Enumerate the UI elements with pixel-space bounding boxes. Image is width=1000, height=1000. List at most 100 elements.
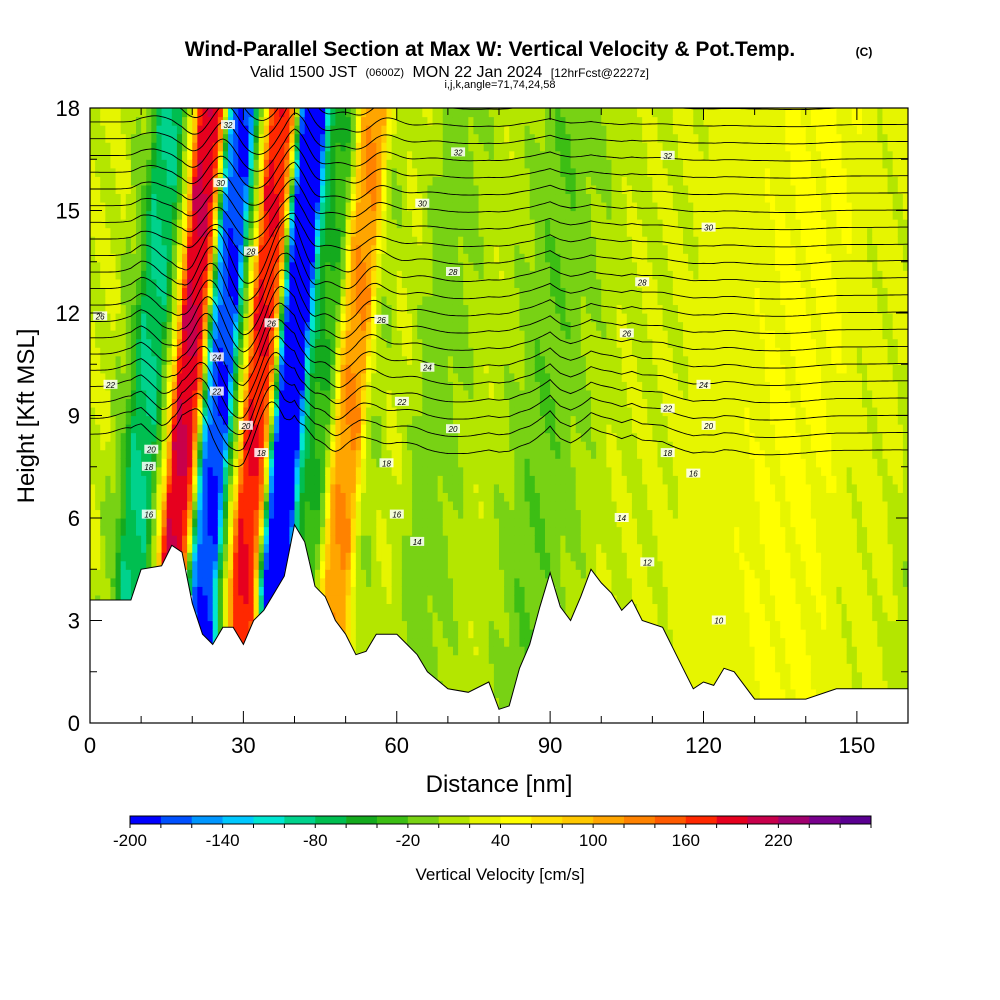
velocity-cell — [504, 577, 510, 587]
velocity-cell — [488, 167, 495, 177]
velocity-cell — [243, 184, 250, 195]
velocity-cell — [437, 415, 444, 425]
velocity-cell — [401, 219, 408, 229]
velocity-cell — [381, 125, 388, 135]
velocity-cell — [452, 236, 459, 246]
velocity-cell — [386, 253, 393, 263]
velocity-cell — [202, 381, 209, 391]
velocity-cell — [355, 483, 362, 493]
velocity-cell — [253, 159, 260, 169]
velocity-cell — [350, 338, 357, 348]
velocity-cell — [504, 483, 510, 493]
velocity-cell — [386, 116, 393, 126]
velocity-cell — [115, 372, 122, 382]
velocity-cell — [182, 492, 188, 502]
velocity-cell — [212, 133, 219, 143]
velocity-cell — [493, 159, 500, 169]
velocity-cell — [355, 201, 362, 212]
velocity-cell — [248, 236, 255, 246]
velocity-cell — [233, 150, 239, 160]
velocity-cell — [345, 483, 352, 493]
velocity-cell — [192, 236, 198, 246]
velocity-cell — [401, 577, 408, 587]
velocity-cell — [427, 586, 434, 596]
velocity-cell — [468, 159, 475, 169]
velocity-cell — [120, 518, 127, 528]
velocity-cell — [386, 236, 393, 246]
velocity-cell — [294, 338, 301, 348]
velocity-cell — [391, 210, 398, 220]
velocity-cell — [299, 372, 306, 382]
velocity-cell — [141, 270, 147, 280]
velocity-cell — [381, 108, 388, 118]
velocity-cell — [473, 321, 480, 331]
velocity-cell — [458, 637, 464, 647]
velocity-cell — [166, 330, 173, 340]
velocity-cell — [100, 594, 106, 605]
velocity-cell — [202, 398, 209, 408]
velocity-cell — [207, 347, 214, 357]
velocity-cell — [396, 338, 403, 348]
velocity-cell — [202, 629, 209, 639]
velocity-cell — [166, 167, 173, 177]
velocity-cell — [110, 142, 117, 152]
velocity-cell — [320, 227, 326, 237]
velocity-cell — [396, 193, 403, 203]
velocity-cell — [294, 518, 301, 528]
velocity-cell — [268, 313, 275, 323]
velocity-cell — [238, 518, 244, 528]
velocity-cell — [176, 500, 183, 511]
velocity-cell — [325, 577, 331, 587]
velocity-cell — [95, 458, 101, 468]
velocity-cell — [473, 372, 480, 382]
velocity-cell — [458, 287, 464, 297]
velocity-cell — [452, 253, 459, 263]
velocity-cell — [299, 518, 306, 528]
velocity-cell — [391, 364, 398, 374]
velocity-cell — [406, 569, 413, 579]
velocity-cell — [161, 278, 168, 288]
velocity-cell — [100, 449, 106, 459]
velocity-cell — [309, 475, 316, 485]
velocity-cell — [478, 304, 485, 314]
velocity-cell — [422, 355, 429, 365]
velocity-cell — [294, 449, 301, 459]
velocity-cell — [478, 116, 485, 126]
velocity-cell — [156, 518, 163, 528]
velocity-cell — [381, 629, 388, 639]
velocity-cell — [314, 133, 321, 143]
velocity-cell — [371, 603, 377, 613]
velocity-cell — [176, 535, 183, 545]
velocity-cell — [488, 449, 495, 459]
velocity-cell — [335, 278, 342, 288]
velocity-cell — [125, 449, 132, 459]
velocity-cell — [483, 159, 490, 169]
velocity-cell — [263, 287, 270, 297]
velocity-cell — [458, 253, 464, 263]
velocity-cell — [412, 475, 418, 485]
velocity-cell — [238, 313, 244, 323]
velocity-cell — [320, 201, 326, 212]
velocity-cell — [197, 133, 204, 143]
velocity-cell — [309, 295, 316, 306]
velocity-cell — [192, 441, 198, 451]
velocity-cell — [217, 466, 224, 476]
velocity-cell — [488, 236, 495, 246]
velocity-cell — [345, 620, 352, 630]
velocity-cell — [253, 313, 260, 323]
velocity-cell — [427, 150, 434, 160]
velocity-cell — [243, 193, 250, 203]
velocity-cell — [90, 227, 96, 237]
velocity-cell — [417, 577, 423, 587]
velocity-cell — [504, 500, 510, 511]
velocity-cell — [442, 219, 449, 229]
velocity-cell — [176, 475, 183, 485]
velocity-cell — [381, 389, 388, 400]
velocity-cell — [309, 381, 316, 391]
velocity-cell — [335, 611, 342, 622]
velocity-cell — [105, 586, 112, 596]
velocity-cell — [493, 543, 500, 553]
velocity-cell — [248, 372, 255, 382]
velocity-cell — [386, 441, 393, 451]
velocity-cell — [412, 193, 418, 203]
